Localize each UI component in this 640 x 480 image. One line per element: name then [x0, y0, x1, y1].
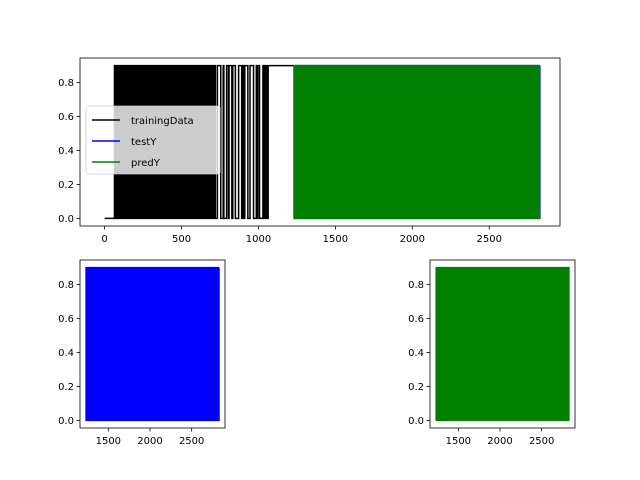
legend-box: [85, 105, 221, 175]
y-tick-label: 0.2: [408, 382, 424, 393]
y-tick-label: 0.8: [58, 78, 74, 89]
bottom-right-plot-area: [435, 266, 570, 422]
series-line-predY: [293, 64, 541, 220]
x-tick-label: 1000: [246, 234, 271, 245]
legend-entry-predY: predY: [92, 158, 161, 169]
y-tick-label: 0.8: [408, 280, 424, 291]
bottom-right-subplot: 1500 2000 2500 0.0 0.2 0.4 0.6 0.8: [408, 259, 576, 447]
series-line-testY: [85, 266, 220, 422]
legend-label-testY: testY: [131, 137, 157, 148]
x-tick-label: 1500: [96, 436, 121, 447]
y-tick-label: 0.4: [58, 348, 74, 359]
bottom-left-x-ticks: 1500 2000 2500: [96, 428, 204, 447]
x-tick-label: 2000: [137, 436, 162, 447]
legend-label-trainingData: trainingData: [131, 116, 194, 127]
legend-entry-trainingData: trainingData: [92, 116, 194, 127]
y-tick-label: 0.4: [58, 146, 74, 157]
y-tick-label: 0.2: [58, 180, 74, 191]
top-subplot: 0 500 1000 1500 2000 2500 0.0 0.2 0.4 0.6 0.8 tra…: [58, 57, 561, 245]
x-tick-label: 2000: [400, 234, 425, 245]
x-tick-label: 2500: [477, 234, 502, 245]
bottom-left-plot-area: [85, 266, 220, 422]
y-tick-label: 0.0: [58, 214, 74, 225]
top-y-ticks: 0.0 0.2 0.4 0.6 0.8: [58, 78, 80, 225]
top-legend: trainingData testY predY: [85, 105, 221, 175]
y-tick-label: 0.8: [58, 280, 74, 291]
top-axes-frame: [79, 57, 561, 227]
legend-label-predY: predY: [131, 158, 161, 169]
x-tick-label: 1500: [323, 234, 348, 245]
bottom-left-subplot: 1500 2000 2500 0.0 0.2 0.4 0.6 0.8: [58, 259, 226, 447]
y-tick-label: 0.6: [408, 314, 424, 325]
bottom-left-axes-frame: [79, 259, 226, 429]
y-tick-label: 0.0: [408, 416, 424, 427]
x-tick-label: 1500: [446, 436, 471, 447]
bottom-right-axes-frame: [429, 259, 576, 429]
y-tick-label: 0.6: [58, 112, 74, 123]
x-tick-label: 2500: [529, 436, 554, 447]
y-tick-label: 0.6: [58, 314, 74, 325]
x-tick-label: 2500: [179, 436, 204, 447]
series-line-predY: [435, 266, 570, 422]
y-tick-label: 0.2: [58, 382, 74, 393]
x-tick-label: 0: [101, 234, 107, 245]
bottom-left-y-ticks: 0.0 0.2 0.4 0.6 0.8: [58, 280, 80, 427]
bottom-right-y-ticks: 0.0 0.2 0.4 0.6 0.8: [408, 280, 430, 427]
bottom-right-x-ticks: 1500 2000 2500: [446, 428, 554, 447]
x-tick-label: 2000: [487, 436, 512, 447]
y-tick-label: 0.4: [408, 348, 424, 359]
x-tick-label: 500: [172, 234, 191, 245]
y-tick-label: 0.0: [58, 416, 74, 427]
legend-entry-testY: testY: [92, 137, 157, 148]
top-x-ticks: 0 500 1000 1500 2000 2500: [101, 226, 502, 245]
